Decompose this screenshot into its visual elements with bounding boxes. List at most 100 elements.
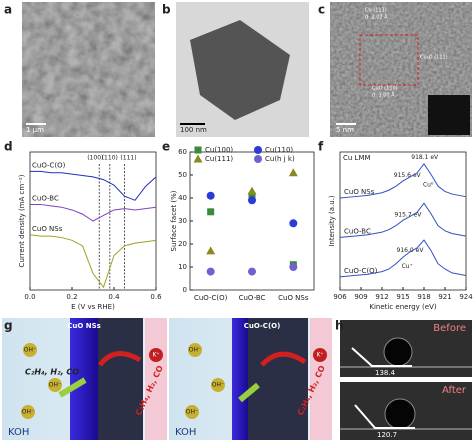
panel-label: h [335,319,344,333]
annotation: Cu⁺ [402,263,413,270]
ion [48,378,62,392]
point [289,219,298,228]
series-label: CuO-C(O) [32,161,66,169]
annotation: (111) [120,155,136,162]
ion-label: OH⁻ [212,382,224,389]
y-tick-label: 50 [178,171,187,179]
arrow [98,351,142,367]
lattice-note: d: 2.02 Å [365,14,388,21]
electrolyte: KOH [175,427,196,438]
ion [211,378,225,392]
tem-particle [190,20,290,120]
annotation: 915.6 eV [394,172,422,179]
series-line [339,202,467,238]
panel-label: e [162,140,170,154]
ion [21,405,35,419]
diagram-title: CuO NSs [67,322,101,330]
x-tick-label: 0.4 [108,293,120,301]
panel-label: f [318,140,324,154]
point [247,186,257,195]
legend-label: Cu(100) [205,146,233,154]
y-tick-label: 10 [178,263,187,271]
y-tick-label: 20 [178,240,187,248]
panel-label: b [162,3,171,17]
panel-label: c [318,3,325,17]
ion-label: OH⁻ [24,347,36,354]
series-label: CuO NSs [344,188,375,196]
ion [188,343,202,357]
series-line [29,234,157,289]
droplet [383,337,413,367]
scale-text: 1 μm [26,126,44,134]
plot-frame [29,151,157,291]
y-axis-title: Surface facet (%) [170,190,178,251]
y-axis-title: Current density (mA cm⁻²) [18,174,26,267]
diagram-title: CuO-C(O) [244,322,281,330]
angle-value: 138.4 [375,369,396,377]
lattice-note: Cu₂O (111) [420,55,448,61]
diagram-left: CuO NSs OH⁻ OH⁻ OH⁻ K⁺ C₂H₄, H₂, CO KOH [2,318,167,440]
ion-label: K⁺ [316,352,323,359]
annotation: Cu⁰ [423,181,434,188]
arrow [260,351,307,367]
x-tick-label: CuO-BC [239,294,266,302]
point [248,267,256,276]
y-tick-label: 0 [183,286,187,294]
series-line [30,170,157,201]
ion [149,348,163,362]
gas-side [145,318,167,440]
scale-text: 5 nm [336,126,354,134]
legend-swatch [193,154,203,163]
diagram-right: CuO-C(O) OH⁻ OH⁻ OH⁻ K⁺ KOH C₂H₄, H₂, CO… [134,318,332,440]
products: C₂H₄, H₂, CO [25,368,79,377]
catalyst-layer [232,318,248,440]
point [248,196,256,205]
panel-label: d [4,140,13,154]
x-tick-label: 921 [438,293,451,301]
x-tick-label: 0.2 [66,293,77,301]
point [288,168,298,177]
carbon-layer [248,318,308,440]
before-label: Before [433,323,466,334]
x-tick-label: 906 [333,293,347,301]
series-label: CuO-BC [344,227,371,235]
x-tick-label: CuO NSs [278,294,309,302]
legend-label: Cu(110) [265,146,293,154]
arrow [238,382,260,403]
arrow [58,377,87,398]
ion [313,348,327,362]
sem-tint [22,2,155,137]
x-tick-label: 909 [354,293,367,301]
annotation: (100) [87,155,103,162]
legend-swatch [254,146,262,154]
y-tick-label: 40 [178,194,187,202]
fft-inset [428,95,470,135]
carbon-layer [98,318,143,440]
x-tick-label: 0.6 [150,293,162,301]
series-label: CuO NSs [32,225,63,233]
electrolyte: KOH [8,427,29,438]
ion-label: OH⁻ [22,409,34,416]
ion-label: OH⁻ [186,409,198,416]
lattice-note: CuO (110) [372,86,398,92]
series-line [339,162,467,199]
angle-guide [354,404,415,429]
annotation: 916.0 eV [397,247,425,254]
angle-value: 120.7 [377,431,397,439]
annotation: 918.1 eV [411,154,439,161]
x-tick-label: 924 [459,293,473,301]
ion-label: OH⁻ [189,347,201,354]
y-tick-label: 30 [178,217,187,225]
ion-label: K⁺ [152,352,159,359]
point [207,208,215,216]
legend-label: Cu(111) [205,155,233,163]
ion [185,405,199,419]
y-tick-label: 60 [178,148,187,156]
legend-label: Cu(h j k) [265,155,295,163]
x-axis-title: E (V vs RHE) [71,303,115,311]
legend-swatch [194,146,202,154]
annotation: 915.7 eV [394,212,422,219]
x-tick-label: CuO-C(O) [194,294,228,302]
panel-label: a [4,3,12,17]
